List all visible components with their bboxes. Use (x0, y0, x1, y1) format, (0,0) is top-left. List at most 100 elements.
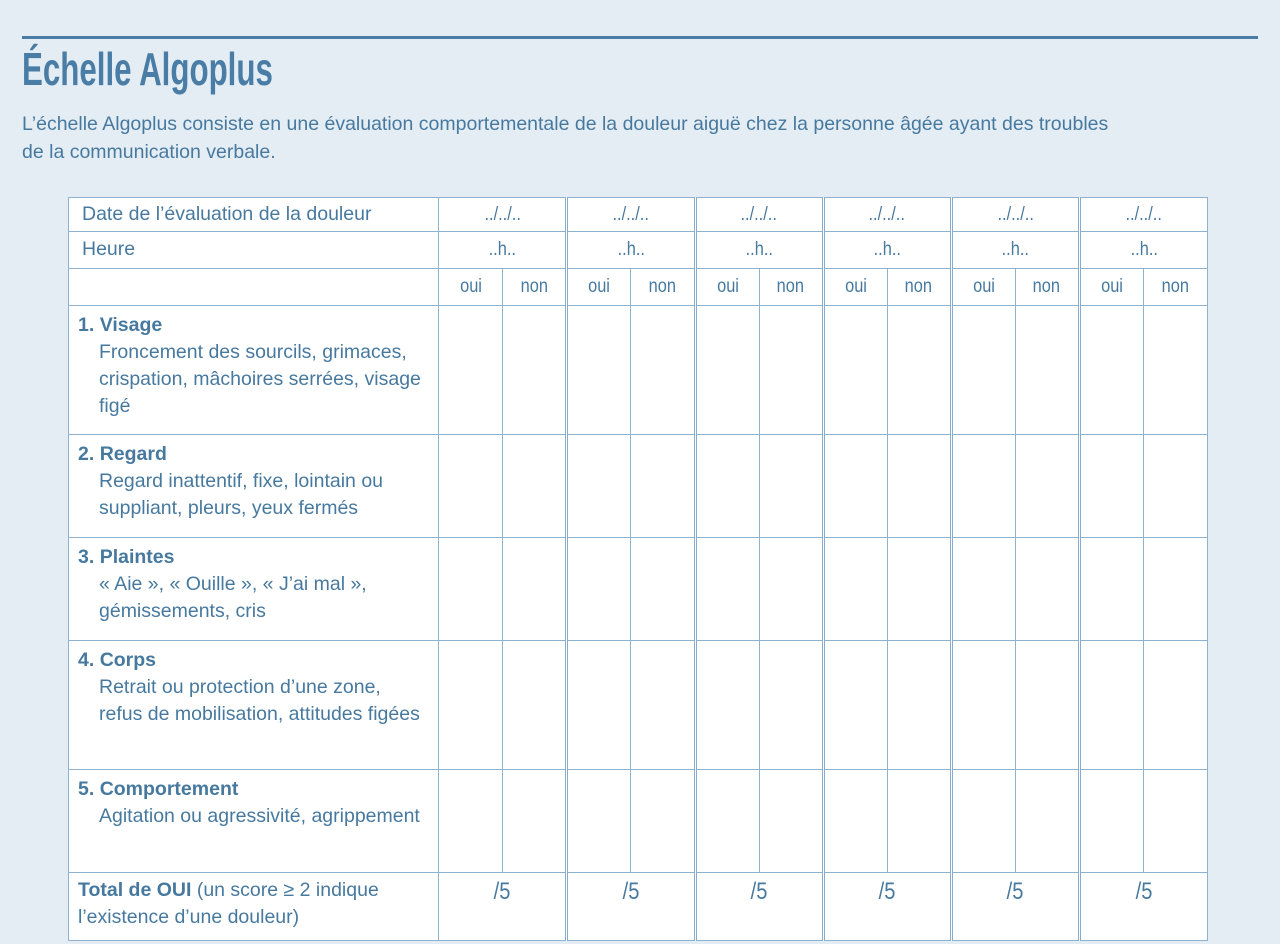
page-title: Échelle Algoplus (22, 43, 1258, 95)
score-cell-text: /5 (493, 877, 511, 905)
total-row-label: Total de OUI (un score ≥ 2 indique l’exi… (67, 871, 440, 941)
heure-cell-text: ..h.. (745, 238, 773, 261)
answer-cell-oui (1077, 639, 1144, 770)
criterion-label-comportement: 5. Comportement Agitation ou agressivité… (67, 768, 440, 873)
score-cell: /5 (821, 871, 952, 941)
answer-cell-non (1014, 536, 1080, 641)
top-rule (22, 36, 1258, 39)
criterion-number: 3. (78, 545, 95, 568)
answer-cell-non (886, 304, 952, 435)
page-title-text: Échelle Algoplus (22, 43, 273, 95)
intro-text: L’échelle Algoplus consiste en une évalu… (22, 110, 1258, 166)
date-cell: ../../.. (1077, 196, 1209, 232)
heure-cell-text: ..h.. (488, 238, 517, 261)
total-label-rest: (un score ≥ 2 indique l’existence d’une … (78, 878, 379, 928)
non-header-cell: non (758, 267, 824, 306)
algoplus-table: Date de l’évaluation de la douleur ../..… (67, 196, 1209, 941)
answer-cell-oui (565, 536, 632, 641)
date-cell: ../../.. (821, 196, 952, 232)
answer-cell-oui (693, 639, 760, 770)
answer-cell-oui (438, 639, 504, 770)
score-cell-text: /5 (622, 877, 640, 905)
answer-cell-oui (1077, 433, 1144, 538)
heure-row-label: Heure (67, 230, 440, 269)
criterion-title: 4. Corps (78, 647, 432, 674)
oui-header-cell-text: oui (716, 275, 739, 298)
answer-cell-oui (565, 304, 632, 435)
answer-cell-non (758, 536, 824, 641)
criterion-name: Plaintes (99, 545, 175, 568)
answer-cell-oui (693, 304, 760, 435)
date-cell-text: ../../.. (484, 202, 521, 225)
answer-cell-non (502, 768, 568, 873)
intro-line-2: de la communication verbale. (22, 140, 276, 163)
answer-cell-non (1142, 768, 1209, 873)
heure-cell-text: ..h.. (1130, 238, 1158, 261)
answer-cell-non (1142, 304, 1209, 435)
answer-cell-non (502, 536, 568, 641)
criterion-title: 5. Comportement (78, 776, 432, 803)
date-row-label: Date de l’évaluation de la douleur (67, 196, 440, 232)
criterion-number: 5. (78, 777, 95, 800)
non-header-cell-text: non (776, 275, 805, 298)
answer-cell-oui (949, 536, 1016, 641)
non-header-cell: non (1142, 267, 1209, 306)
answer-cell-oui (949, 639, 1016, 770)
date-cell-text: ../../.. (997, 202, 1034, 225)
criterion-title: 1. Visage (78, 312, 432, 339)
answer-cell-oui (693, 536, 760, 641)
answer-cell-non (758, 768, 824, 873)
answer-cell-non (886, 536, 952, 641)
criterion-number: 4. (78, 648, 95, 671)
answer-cell-non (630, 536, 696, 641)
answer-cell-oui (821, 433, 888, 538)
answer-cell-oui (1077, 304, 1144, 435)
score-cell-text: /5 (1135, 877, 1153, 905)
non-header-cell: non (886, 267, 952, 306)
answer-cell-non (1142, 433, 1209, 538)
answer-cell-oui (949, 433, 1016, 538)
answer-cell-oui (438, 768, 504, 873)
answer-cell-non (630, 304, 696, 435)
heure-cell: ..h.. (693, 230, 824, 269)
criterion-name: Corps (99, 648, 157, 671)
answer-cell-oui (1077, 536, 1144, 641)
non-header-cell: non (630, 267, 696, 306)
score-cell: /5 (693, 871, 824, 941)
table-row-regard: 2. Regard Regard inattentif, fixe, loint… (67, 433, 1209, 538)
oui-header-cell-text: oui (1100, 275, 1123, 298)
heure-cell: ..h.. (949, 230, 1080, 269)
non-header-cell-text: non (520, 275, 549, 298)
criterion-name: Visage (99, 313, 163, 336)
answer-cell-non (630, 768, 696, 873)
answer-cell-non (1014, 768, 1080, 873)
date-cell-text: ../../.. (868, 202, 906, 225)
criterion-title: 3. Plaintes (78, 544, 432, 571)
oui-header-cell-text: oui (844, 275, 867, 298)
date-cell-text: ../../.. (740, 202, 778, 225)
table-row-visage: 1. Visage Froncement des sourcils, grima… (67, 304, 1209, 435)
answer-cell-oui (565, 433, 632, 538)
score-cell: /5 (438, 871, 568, 941)
answer-cell-non (1142, 639, 1209, 770)
answer-cell-oui (949, 768, 1016, 873)
answer-cell-non (1014, 304, 1080, 435)
criterion-name: Comportement (99, 777, 239, 800)
date-cell-text: ../../.. (612, 202, 650, 225)
answer-cell-non (1014, 433, 1080, 538)
oui-non-row-label (67, 267, 440, 306)
date-cell: ../../.. (565, 196, 696, 232)
answer-cell-non (502, 433, 568, 538)
answer-cell-oui (693, 433, 760, 538)
oui-header-cell-text: oui (588, 275, 611, 298)
answer-cell-non (758, 304, 824, 435)
score-cell-text: /5 (750, 877, 768, 905)
date-cell: ../../.. (693, 196, 824, 232)
answer-cell-oui (693, 768, 760, 873)
table-row-plaintes: 3. Plaintes « Aie », « Ouille », « J’ai … (67, 536, 1209, 641)
answer-cell-oui (821, 639, 888, 770)
score-cell-text: /5 (878, 877, 896, 905)
table-row-oui-non: oui non oui non oui non oui non oui non oui non (67, 267, 1209, 306)
score-cell: /5 (565, 871, 696, 941)
